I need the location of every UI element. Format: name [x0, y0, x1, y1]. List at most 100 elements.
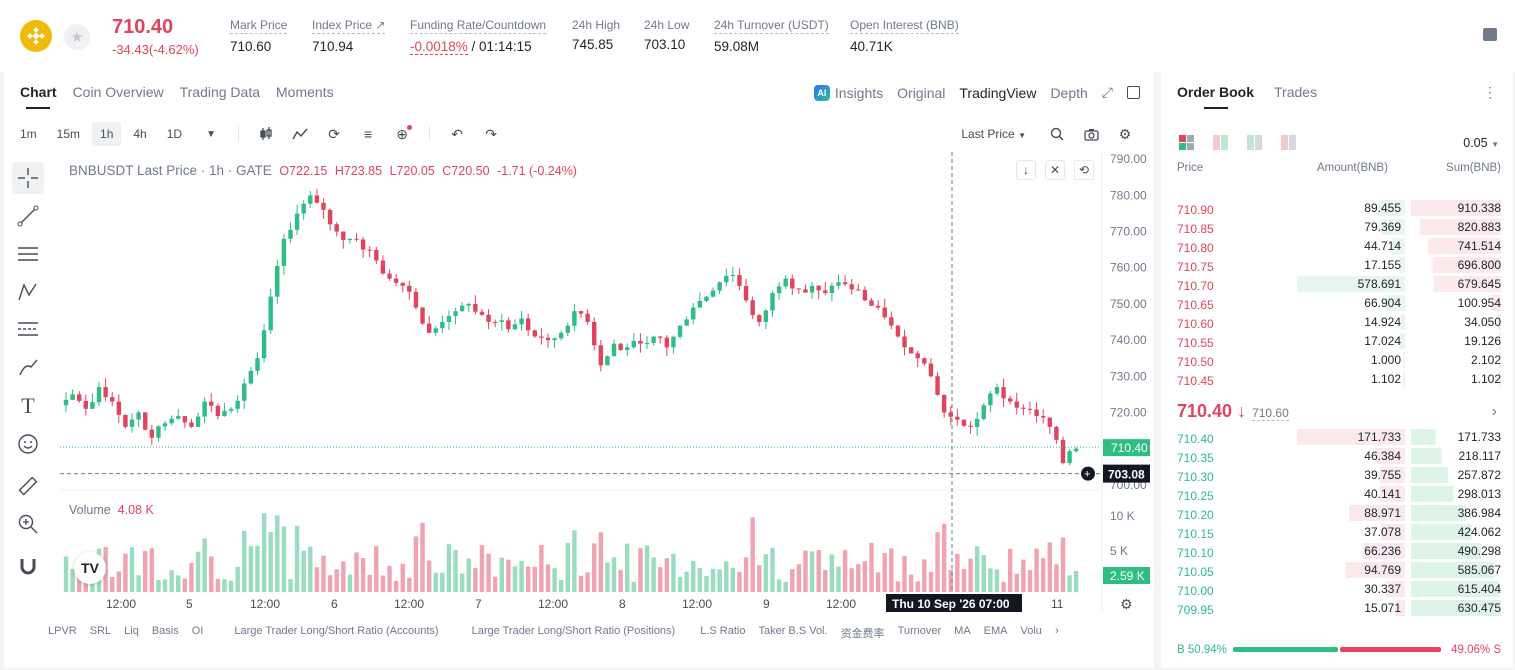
interval-1h[interactable]: 1h: [92, 122, 122, 146]
interval-4h[interactable]: 4h: [133, 127, 147, 141]
magnet-icon[interactable]: [12, 550, 44, 582]
indicator-lt-accounts[interactable]: Large Trader Long/Short Ratio (Accounts): [234, 625, 439, 637]
emoji-icon[interactable]: [12, 428, 44, 460]
indicator-ma[interactable]: MA: [954, 625, 971, 637]
bid-row[interactable]: 709.95 15.071 630.475: [1177, 600, 1501, 618]
view-asks-icon[interactable]: [1281, 135, 1296, 150]
text-icon[interactable]: T: [21, 393, 35, 418]
chevron-down-icon[interactable]: ▼: [206, 128, 217, 140]
ask-row[interactable]: 710.65 66.904 100.954: [1177, 295, 1501, 313]
price-type-select[interactable]: Last Price ▼: [961, 127, 1026, 141]
chevron-right-icon[interactable]: ›: [1491, 403, 1497, 420]
candle-type-icon[interactable]: [258, 126, 274, 142]
zoom-in-icon[interactable]: [12, 508, 44, 540]
tab-trades[interactable]: Trades: [1274, 84, 1318, 100]
indicator-liq[interactable]: Liq: [124, 625, 139, 637]
window-icon[interactable]: [1127, 86, 1140, 99]
search-icon[interactable]: [1049, 126, 1065, 142]
tab-moments[interactable]: Moments: [276, 84, 334, 100]
ask-row[interactable]: 710.85 79.369 820.883: [1177, 219, 1501, 237]
tab-order-book[interactable]: Order Book: [1177, 84, 1254, 109]
ask-row[interactable]: 710.80 44.714 741.514: [1177, 238, 1501, 256]
ask-row[interactable]: 710.55 17.024 19.126: [1177, 333, 1501, 351]
tab-chart[interactable]: Chart: [20, 84, 57, 109]
bid-row[interactable]: 710.20 88.971 386.984: [1177, 505, 1501, 523]
tab-tradingview[interactable]: TradingView: [959, 84, 1037, 101]
interval-1d[interactable]: 1D: [166, 127, 183, 141]
bid-row[interactable]: 710.35 46.384 218.117: [1177, 448, 1501, 466]
more-icon[interactable]: ⋮: [1483, 84, 1497, 100]
add-alert-icon[interactable]: ⊕: [394, 125, 413, 142]
indicator-basis[interactable]: Basis: [151, 625, 179, 637]
ask-row[interactable]: 710.70 578.691 679.645: [1177, 276, 1501, 294]
interval-15m[interactable]: 15m: [56, 127, 81, 141]
pattern-icon[interactable]: [12, 276, 44, 308]
indicator-ema[interactable]: EMA: [983, 625, 1008, 637]
indicator-lt-positions[interactable]: Large Trader Long/Short Ratio (Positions…: [471, 625, 676, 637]
bid-row[interactable]: 710.15 37.078 424.062: [1177, 524, 1501, 542]
arrow-down-icon[interactable]: ↓: [1016, 160, 1036, 180]
bid-row[interactable]: 710.10 66.236 490.298: [1177, 543, 1501, 561]
undo-icon[interactable]: ↶: [451, 125, 463, 142]
bid-row[interactable]: 710.05 94.769 585.067: [1177, 562, 1501, 580]
tab-trading-data[interactable]: Trading Data: [179, 84, 261, 100]
expand-icon[interactable]: ⤢: [1101, 84, 1113, 100]
indicator-ls-ratio[interactable]: L.S Ratio: [700, 625, 746, 637]
tradingview-logo-icon[interactable]: TV: [74, 552, 106, 584]
view-both-icon[interactable]: [1179, 135, 1194, 150]
tab-depth[interactable]: Depth: [1050, 84, 1088, 101]
ob-price: 710.20: [1177, 508, 1214, 522]
refresh-icon[interactable]: ⟲: [1074, 160, 1094, 180]
ask-row[interactable]: 710.50 1.000 2.102: [1177, 352, 1501, 370]
volume-bar: [948, 569, 953, 592]
candlestick-chart[interactable]: 790.00 780.00 770.00 760.00 750.00 740.00 730.…: [60, 152, 1150, 612]
bid-row[interactable]: 710.25 40.141 298.013: [1177, 486, 1501, 504]
indicator-volume[interactable]: Volu: [1020, 625, 1042, 637]
chevron-right-icon[interactable]: ›: [1054, 625, 1059, 637]
interval-1m[interactable]: 1m: [20, 127, 37, 141]
tab-insights[interactable]: AI Insights: [813, 84, 883, 101]
stat-mark-price[interactable]: Mark Price 710.60: [230, 18, 288, 54]
indicator-oi[interactable]: OI: [191, 625, 204, 637]
stat-funding-rate[interactable]: Funding Rate/Countdown -0.0018% / 01:14:1…: [410, 18, 547, 55]
mid-price[interactable]: 710.40 ↓ 710.60: [1177, 401, 1289, 421]
bid-row[interactable]: 710.40 171.733 171.733: [1177, 429, 1501, 447]
indicator-srl[interactable]: SRL: [89, 625, 112, 637]
collapse-icon[interactable]: ✕: [1045, 160, 1065, 180]
indicator-turnover[interactable]: Turnover: [897, 625, 942, 637]
bid-row[interactable]: 710.00 30.337 615.404: [1177, 581, 1501, 599]
ask-row[interactable]: 710.60 14.924 34.050: [1177, 314, 1501, 332]
compare-icon[interactable]: ⟳: [328, 125, 340, 142]
bid-row[interactable]: 710.30 39.755 257.872: [1177, 467, 1501, 485]
indicator-taker-vol[interactable]: Taker B.S Vol.: [758, 625, 828, 637]
volume-bar: [499, 557, 504, 592]
stat-index-price[interactable]: Index Price ↗ 710.94: [312, 18, 386, 54]
view-tabs: AI Insights Original TradingView Depth ⤢: [813, 84, 1140, 101]
ask-row[interactable]: 710.75 17.155 696.800: [1177, 257, 1501, 275]
trend-line-icon[interactable]: [12, 200, 44, 232]
camera-icon[interactable]: [1083, 126, 1099, 142]
indicator-lpvr[interactable]: LPVR: [48, 625, 77, 637]
book-icon[interactable]: [1483, 28, 1497, 41]
ruler-icon[interactable]: [12, 470, 44, 502]
templates-icon[interactable]: ≡: [363, 126, 373, 142]
channel-icon[interactable]: [12, 238, 44, 270]
fib-icon[interactable]: [12, 314, 44, 346]
ask-row[interactable]: 710.45 1.102 1.102: [1177, 371, 1501, 389]
axis-settings-icon[interactable]: ⚙: [1120, 597, 1133, 612]
view-bids-icon[interactable]: [1247, 135, 1262, 150]
indicator-funding[interactable]: 资金费率: [840, 628, 885, 640]
candle-body: [1040, 416, 1046, 418]
tab-original[interactable]: Original: [897, 84, 946, 101]
tab-coin-overview[interactable]: Coin Overview: [72, 84, 164, 100]
favorite-star-icon[interactable]: ★: [64, 24, 90, 50]
ask-row[interactable]: 710.90 89.455 910.338: [1177, 200, 1501, 218]
volume-bar: [400, 563, 405, 592]
brush-icon[interactable]: [12, 352, 44, 384]
indicators-icon[interactable]: [292, 126, 308, 142]
redo-icon[interactable]: ↷: [485, 125, 497, 142]
crosshair-icon[interactable]: [12, 162, 44, 194]
tick-size-select[interactable]: 0.05 ▼: [1463, 136, 1499, 150]
view-split-icon[interactable]: [1213, 135, 1228, 150]
gear-icon[interactable]: ⚙: [1118, 125, 1132, 142]
